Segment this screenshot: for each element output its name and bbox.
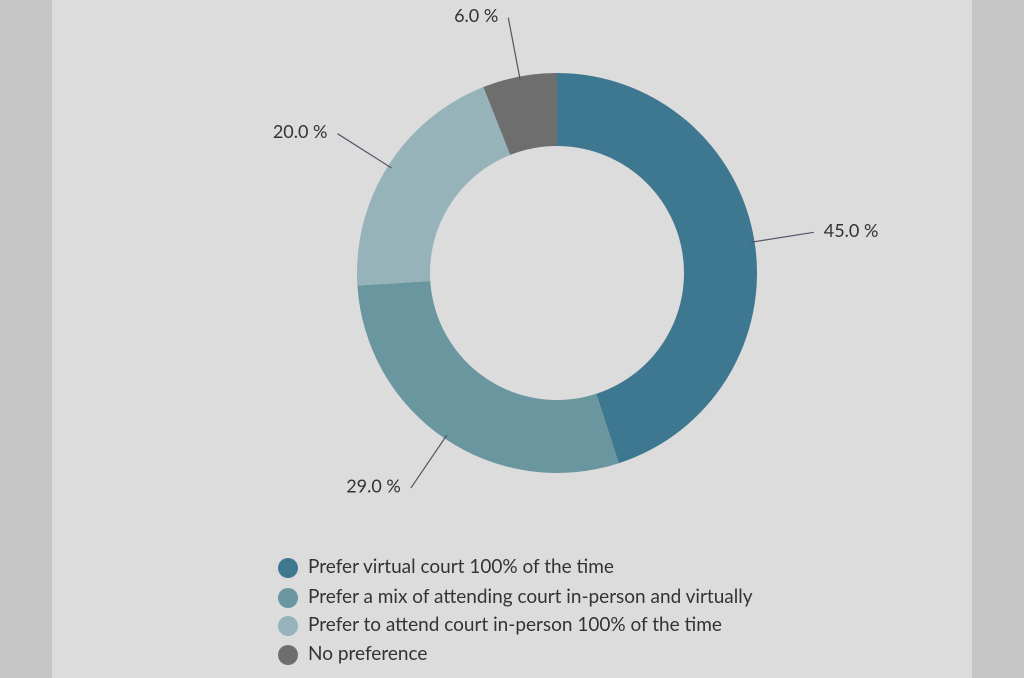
legend-marker (278, 588, 298, 608)
donut-segment (557, 73, 757, 464)
value-label: 6.0 % (454, 4, 498, 26)
leader-line (507, 17, 521, 81)
legend-label: Prefer to attend court in-person 100% of… (308, 613, 722, 636)
leader-line (410, 434, 448, 489)
legend-label: No preference (308, 642, 427, 665)
leader-line (337, 133, 392, 169)
legend-marker (278, 558, 298, 578)
legend-marker (278, 616, 298, 636)
value-label: 45.0 % (824, 219, 879, 241)
legend-label: Prefer virtual court 100% of the time (308, 555, 614, 578)
donut-segment (483, 73, 557, 155)
leader-line (750, 231, 814, 243)
legend-label: Prefer a mix of attending court in-perso… (308, 585, 753, 608)
legend-marker (278, 645, 298, 665)
value-label: 29.0 % (346, 475, 401, 497)
donut-segment (357, 280, 619, 473)
donut-segment (356, 87, 511, 286)
value-label: 20.0 % (273, 120, 328, 142)
